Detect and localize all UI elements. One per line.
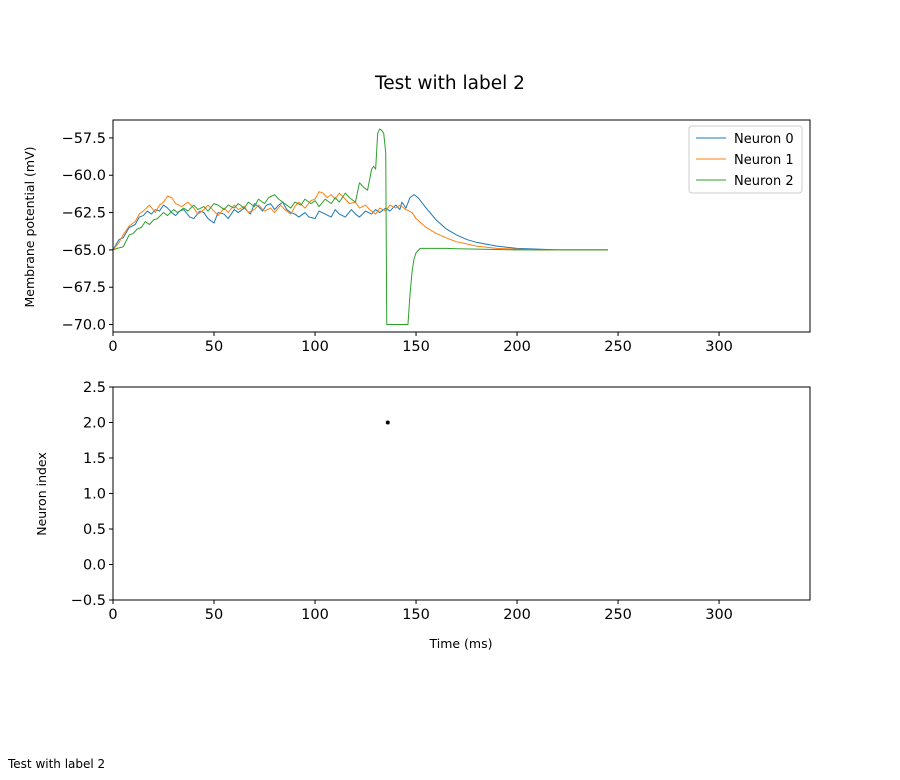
y-tick-label: −60.0 [62,168,106,184]
y-ticks: −57.5 −60.0 −62.5 −65.0 −67.5 −70.0 [62,131,113,334]
y-tick-label: −67.5 [62,280,106,296]
x-tick-label: 200 [503,607,531,623]
y-tick-label: 0.0 [83,558,106,574]
axes-frame [112,119,811,333]
y-tick-label: 0.5 [83,522,106,538]
y-tick-label: −65.0 [62,243,106,259]
y-tick-label: 1.0 [83,487,106,503]
x-tick-label: 50 [205,339,223,355]
y-axis-label: Membrane potential (mV) [22,146,37,307]
spike-raster-axes: 0 50 100 150 200 250 300 −0.5 0.0 0.5 1.0 1.5 2.0 2.… [34,380,811,651]
series-line-neuron-1 [112,191,608,251]
y-tick-label: 1.5 [83,451,106,467]
y-tick-label: 2.5 [83,380,106,396]
x-tick-label: 150 [402,339,430,355]
x-tick-label: 50 [205,607,223,623]
figure-title: Test with label 2 [374,73,525,94]
x-tick-label: 0 [108,607,117,623]
series-line-neuron-2 [112,128,608,326]
x-tick-label: 300 [705,607,733,623]
footer-caption: Test with label 2 [8,757,106,771]
y-tick-label: 2.0 [83,416,106,432]
x-tick-label: 0 [108,339,117,355]
y-tick-label: −57.5 [62,131,106,147]
x-tick-label: 100 [301,339,329,355]
series-line-neuron-0 [112,194,608,251]
legend-label-neuron-1: Neuron 1 [734,153,794,168]
spike-points [385,420,390,425]
y-tick-label: −0.5 [71,593,106,609]
x-ticks: 0 50 100 150 200 250 300 [108,600,733,623]
legend-label-neuron-0: Neuron 0 [734,132,794,147]
x-tick-label: 200 [503,339,531,355]
x-tick-label: 250 [604,339,632,355]
legend-frame [688,125,803,194]
membrane-potential-axes: 0 50 100 150 200 250 300 −57.5−60.0−62.5−65.0−… [22,119,811,355]
x-ticks: 0 50 100 150 200 250 300 [108,332,733,355]
x-tick-label: 100 [301,607,329,623]
x-tick-label: 300 [705,339,733,355]
x-axis-label: Time (ms) [428,636,492,651]
y-ticks: −0.5 0.0 0.5 1.0 1.5 2.0 2.5 [71,380,113,609]
y-axis-label: Neuron index [34,452,49,536]
voltage-traces [112,128,608,326]
y-tick-label: −70.0 [62,318,106,334]
axes-frame [112,386,811,601]
x-tick-label: 150 [402,607,430,623]
legend: Neuron 0 Neuron 1 Neuron 2 [688,125,803,194]
spike-point [385,420,390,425]
x-tick-label: 250 [604,607,632,623]
y-tick-label: −62.5 [62,206,106,222]
legend-label-neuron-2: Neuron 2 [734,174,794,189]
